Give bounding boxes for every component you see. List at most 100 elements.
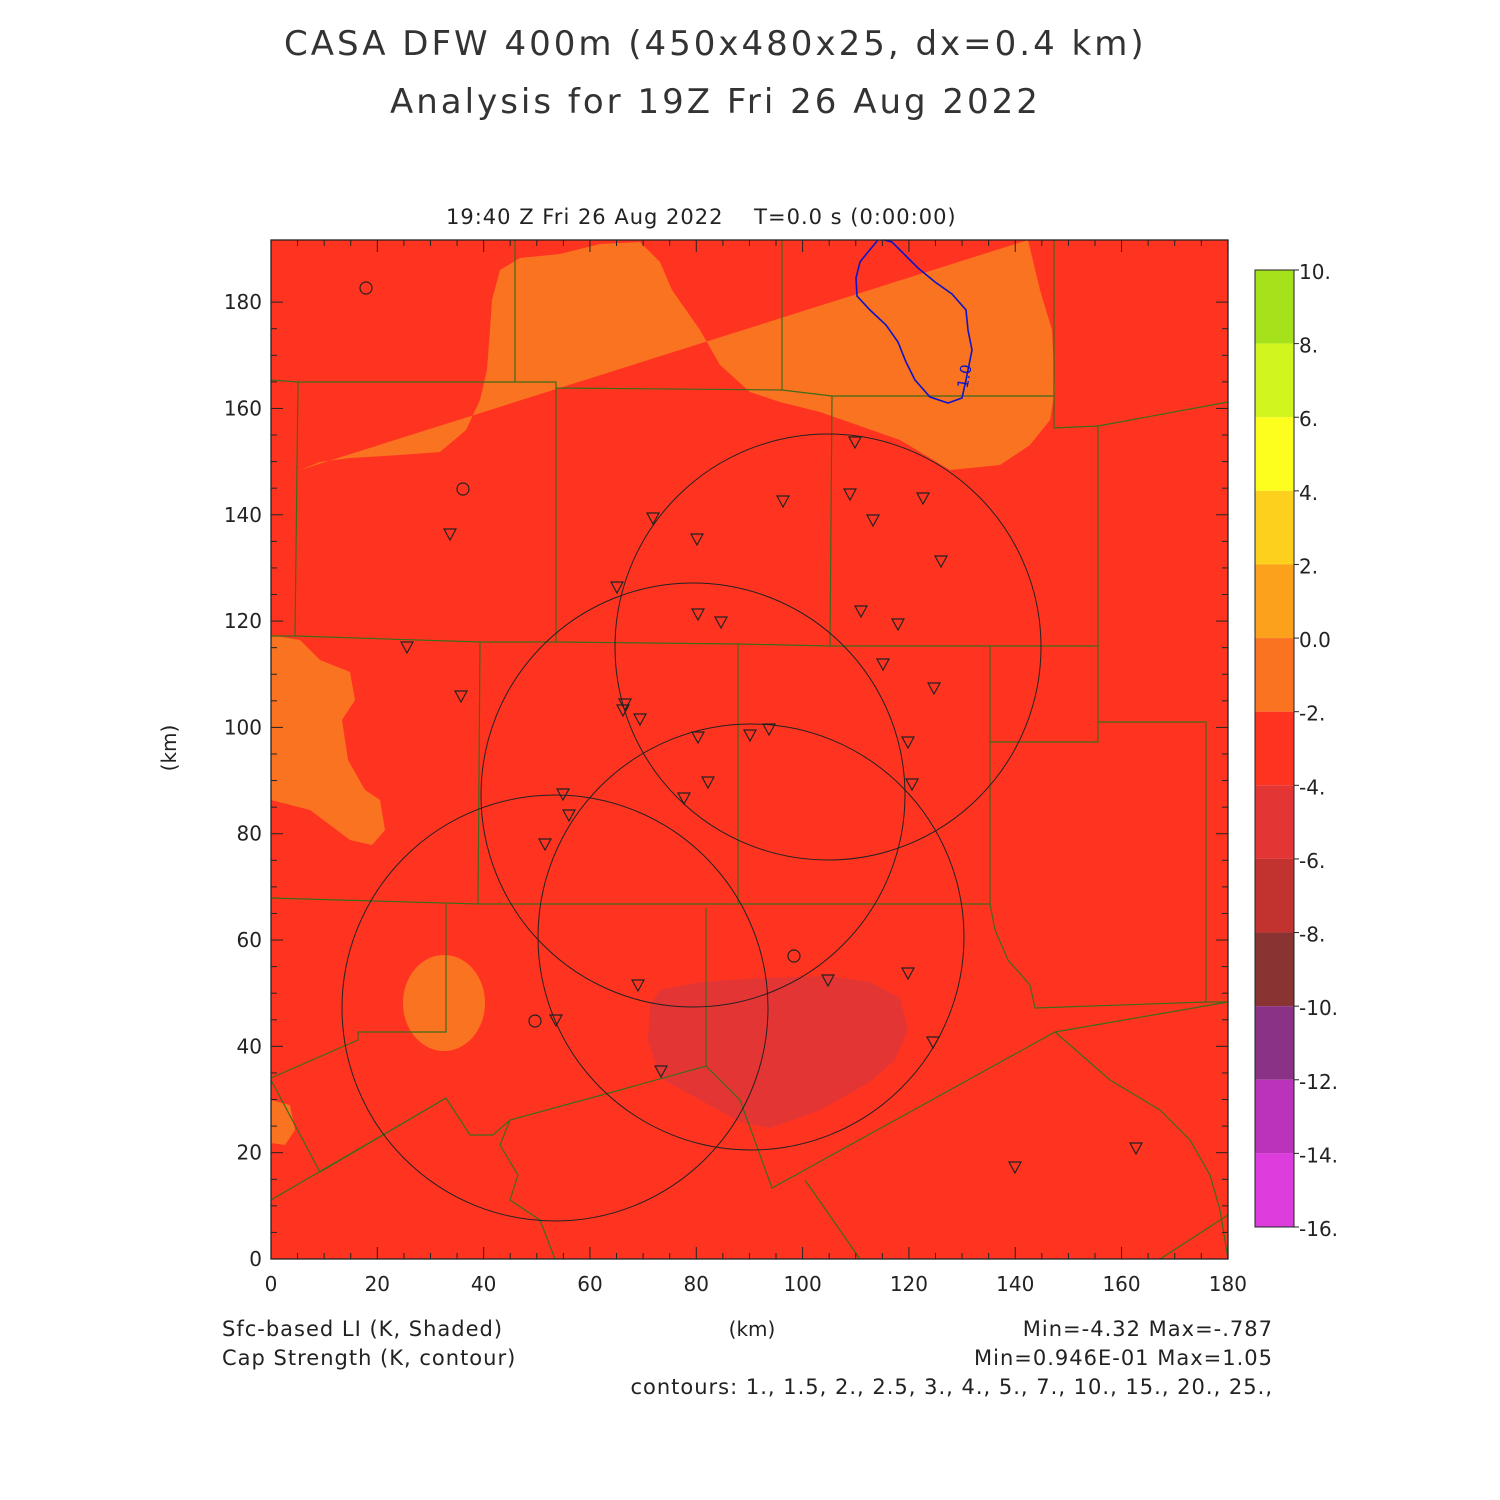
- observation-circle: [528, 1014, 542, 1028]
- x-tick-label: 0: [265, 1272, 278, 1296]
- colorbar-label: -6.: [1299, 849, 1325, 873]
- observation-circle: [456, 482, 470, 496]
- colorbar-swatch: [1255, 1079, 1294, 1154]
- x-tick-label: 180: [1209, 1272, 1247, 1296]
- observation-triangle: [561, 809, 577, 823]
- y-tick-label: 0: [249, 1247, 262, 1271]
- colorbar-swatch: [1255, 270, 1294, 344]
- observation-triangle: [609, 581, 625, 595]
- colorbar-swatch: [1255, 638, 1294, 712]
- observation-triangle: [842, 488, 858, 502]
- colorbar-swatch: [1255, 490, 1294, 565]
- colorbar-swatch: [1255, 343, 1294, 418]
- observation-triangle: [890, 618, 906, 632]
- observation-triangle: [1128, 1142, 1144, 1156]
- y-tick-label: 160: [224, 396, 262, 420]
- radar-ring-1: [614, 433, 1042, 861]
- radar-range-rings: [341, 433, 1042, 1222]
- colorbar-label: 6.: [1299, 407, 1318, 431]
- observation-triangle: [653, 1065, 669, 1079]
- observation-triangle: [933, 555, 949, 569]
- colorbar-label: -12.: [1299, 1070, 1338, 1094]
- observation-triangle: [1007, 1161, 1023, 1175]
- li-region-red-south: [648, 976, 908, 1128]
- li-region-orange-west-edge: [300, 470, 355, 660]
- observation-triangle: [537, 838, 553, 852]
- colorbar-swatch: [1255, 711, 1294, 786]
- cap-strength-contour: 1.0: [855, 239, 976, 404]
- axis-ticks: [270, 240, 1229, 1260]
- colorbar-label: -4.: [1299, 775, 1325, 799]
- colorbar-label: -8.: [1299, 923, 1325, 947]
- observation-triangle: [632, 713, 648, 727]
- observation-triangle: [690, 731, 706, 745]
- colorbar-swatch: [1255, 932, 1294, 1007]
- observation-triangle: [775, 495, 791, 509]
- observation-triangle: [645, 512, 661, 526]
- x-tick-label: 100: [784, 1272, 822, 1296]
- colorbar-swatch: [1255, 564, 1294, 639]
- colorbar-label: 10.: [1299, 260, 1331, 284]
- colorbar-label: -16.: [1299, 1217, 1338, 1241]
- observation-triangle: [900, 967, 916, 981]
- observation-triangle: [700, 776, 716, 790]
- observation-triangle: [761, 723, 777, 737]
- observation-triangle: [904, 778, 920, 792]
- radar-ring-4: [341, 794, 769, 1222]
- x-tick-label: 80: [684, 1272, 709, 1296]
- observation-circle: [787, 949, 801, 963]
- shaded-field-label: Sfc-based LI (K, Shaded): [222, 1317, 504, 1341]
- observation-triangle: [453, 690, 469, 704]
- colorbar-label: 8.: [1299, 334, 1318, 358]
- y-tick-label: 180: [224, 290, 262, 314]
- colorbar-swatch: [1255, 1006, 1294, 1080]
- observation-triangle: [847, 436, 863, 450]
- observation-triangle: [676, 792, 692, 806]
- observation-triangle: [399, 641, 415, 655]
- colorbar-label: 0.0: [1299, 628, 1331, 652]
- li-region-orange-edge-south: [271, 1100, 295, 1145]
- observation-triangle: [689, 533, 705, 547]
- colorbar-frame: [1254, 269, 1295, 1228]
- observation-triangle: [555, 788, 571, 802]
- valid-time-label: 19:40 Z Fri 26 Aug 2022 T=0.0 s (0:00:00…: [446, 205, 957, 229]
- colorbar-swatch: [1255, 858, 1294, 933]
- observation-triangle: [875, 658, 891, 672]
- colorbar-label: -14.: [1299, 1143, 1338, 1167]
- axis-tick-labels: 0 20 40 60 80 100 120 140 160 180 0 20 40 60 80 100 120 1…: [224, 290, 1247, 1296]
- y-tick-label: 80: [237, 822, 262, 846]
- li-region-orange-southwest: [403, 955, 485, 1051]
- li-region-orange-north: [271, 240, 1055, 845]
- observation-triangle: [915, 492, 931, 506]
- y-tick-label: 60: [237, 928, 262, 952]
- observation-circles: [359, 281, 801, 1028]
- x-tick-label: 20: [365, 1272, 390, 1296]
- colorbar-label: -2.: [1299, 702, 1325, 726]
- y-tick-label: 40: [237, 1034, 262, 1058]
- title-line-2: Analysis for 19Z Fri 26 Aug 2022: [390, 82, 1041, 122]
- colorbar-label: 2.: [1299, 554, 1318, 578]
- observation-triangle: [713, 616, 729, 630]
- shaded-range-label: Min=-4.32 Max=-.787: [1022, 1317, 1273, 1341]
- colorbar-swatch: [1255, 1153, 1294, 1227]
- observation-triangle: [630, 979, 646, 993]
- contour-field-label: Cap Strength (K, contour): [222, 1346, 517, 1370]
- x-tick-label: 40: [471, 1272, 496, 1296]
- y-axis-label: (km): [157, 725, 181, 772]
- cap-contour-1.0: [855, 239, 973, 404]
- x-tick-label: 160: [1102, 1272, 1140, 1296]
- observation-triangle: [926, 682, 942, 696]
- observation-triangle: [442, 528, 458, 542]
- x-tick-label: 140: [996, 1272, 1034, 1296]
- observation-circle: [359, 281, 373, 295]
- x-tick-label: 60: [577, 1272, 602, 1296]
- colorbar: 10. 8. 6. 4. 2. 0.0 -2. -4. -6. -8. -10. -12. -14. -1…: [1254, 260, 1338, 1241]
- title-line-1: CASA DFW 400m (450x480x25, dx=0.4 km): [284, 24, 1147, 64]
- observation-triangle: [820, 974, 836, 988]
- observation-triangle: [548, 1014, 564, 1028]
- contour-levels-label: contours: 1., 1.5, 2., 2.5, 3., 4., 5., …: [630, 1375, 1273, 1399]
- y-tick-label: 20: [237, 1141, 262, 1165]
- radar-ring-3: [537, 723, 965, 1151]
- x-axis-label: (km): [729, 1317, 776, 1341]
